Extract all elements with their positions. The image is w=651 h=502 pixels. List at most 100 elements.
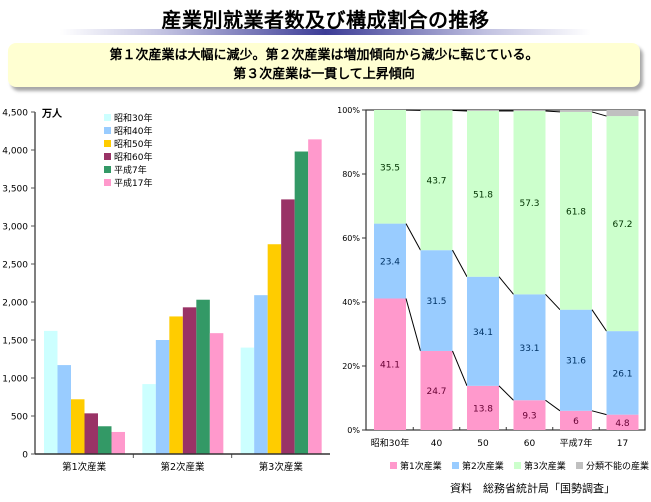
y-tick-label: 2,000 bbox=[2, 299, 28, 309]
bar-昭和30年-第2次産業 bbox=[142, 384, 156, 454]
y-tick-label: 4,000 bbox=[2, 147, 28, 157]
plot-frame bbox=[365, 109, 646, 431]
y-axis-unit-label: 万人 bbox=[41, 107, 63, 120]
bar-昭和30年-第1次産業 bbox=[44, 330, 58, 454]
data-label: 31.5 bbox=[426, 297, 446, 307]
legend-label: 昭和40年 bbox=[114, 125, 152, 137]
legend-label: 昭和60年 bbox=[114, 151, 152, 163]
data-label: 23.4 bbox=[380, 258, 400, 268]
y-tick-label: 80% bbox=[342, 170, 360, 179]
y-tick-label: 0 bbox=[22, 451, 28, 461]
y-tick-label: 40% bbox=[342, 298, 360, 307]
series-connector-line bbox=[405, 298, 421, 352]
bar-平成7年-第2次産業 bbox=[196, 299, 210, 454]
segment-第2次産業-17 bbox=[606, 331, 639, 415]
bar-昭和60年-第1次産業 bbox=[84, 413, 98, 454]
data-label: 43.7 bbox=[426, 177, 446, 187]
y-tick-label: 500 bbox=[11, 413, 28, 423]
segment-分類不能の産業-平成7年 bbox=[560, 110, 592, 112]
series-connector-line bbox=[591, 309, 607, 332]
source-note: 資料 総務省統計局「国勢調査」 bbox=[450, 482, 615, 495]
bar-昭和50年-第3次産業 bbox=[267, 244, 282, 454]
data-label: 51.8 bbox=[473, 190, 493, 200]
segment-第1次産業-40 bbox=[420, 350, 453, 430]
legend-label: 分類不能の産業 bbox=[586, 460, 649, 472]
data-label: 13.8 bbox=[473, 404, 493, 414]
series-connector-line bbox=[498, 385, 514, 401]
y-tick-label: 4,500 bbox=[2, 109, 28, 119]
segment-第3次産業-平成7年 bbox=[560, 111, 592, 310]
data-label: 4.8 bbox=[615, 419, 630, 429]
legend-swatch bbox=[104, 127, 111, 134]
series-connector-line bbox=[452, 350, 468, 387]
data-label: 26.1 bbox=[612, 369, 632, 379]
segment-分類不能の産業-17 bbox=[606, 110, 639, 117]
segment-第1次産業-平成7年 bbox=[560, 410, 592, 430]
segment-第2次産業-昭和30年 bbox=[374, 223, 406, 299]
series-connector-line bbox=[591, 111, 607, 117]
series-connector-line bbox=[452, 109, 468, 112]
legend-label: 第1次産業 bbox=[400, 460, 442, 472]
data-label: 31.6 bbox=[566, 357, 586, 367]
y-tick-label: 100% bbox=[337, 106, 360, 115]
bar-平成7年-第3次産業 bbox=[294, 151, 309, 454]
bar-平成17年-第3次産業 bbox=[308, 139, 322, 455]
bar-昭和50年-第1次産業 bbox=[71, 399, 85, 454]
series-connector-line bbox=[545, 399, 561, 412]
x-category-label: 第3次産業 bbox=[259, 461, 304, 473]
segment-分類不能の産業-60 bbox=[513, 110, 546, 111]
y-tick-label: 3,000 bbox=[2, 223, 28, 233]
legend-label: 第3次産業 bbox=[524, 460, 566, 472]
page-title: 産業別就業者数及び構成割合の推移 bbox=[161, 8, 490, 32]
series-connector-line bbox=[545, 110, 561, 113]
data-label: 33.1 bbox=[519, 344, 539, 354]
segment-第2次産業-50 bbox=[467, 276, 499, 386]
segment-第3次産業-昭和30年 bbox=[374, 110, 406, 224]
bar-平成17年-第2次産業 bbox=[209, 333, 224, 454]
data-label: 67.2 bbox=[612, 220, 632, 230]
y-tick-label: 2,500 bbox=[2, 261, 28, 271]
y-tick-label: 60% bbox=[342, 234, 360, 243]
bar-平成17年-第1次産業 bbox=[111, 431, 125, 454]
banner-line-1: 第１次産業は大幅に減少。第２次産業は増加傾向から減少に転じている。 bbox=[109, 48, 539, 63]
series-connector-line bbox=[591, 410, 607, 416]
y-tick-label: 0% bbox=[347, 426, 360, 435]
legend-swatch bbox=[452, 462, 459, 469]
data-label: 57.3 bbox=[519, 199, 539, 209]
bar-昭和40年-第2次産業 bbox=[155, 340, 170, 454]
y-tick-label: 3,500 bbox=[2, 185, 28, 195]
y-tick-label: 1,000 bbox=[2, 375, 28, 385]
legend-swatch bbox=[576, 462, 583, 469]
segment-第1次産業-17 bbox=[606, 414, 639, 430]
y-tick-label: 20% bbox=[342, 362, 360, 371]
legend-label: 第2次産業 bbox=[462, 460, 504, 472]
bar-平成7年-第1次産業 bbox=[98, 426, 112, 454]
x-category-label: 17 bbox=[617, 439, 628, 449]
bar-昭和60年-第3次産業 bbox=[281, 199, 295, 454]
series-connector-line bbox=[545, 293, 561, 311]
bar-昭和60年-第2次産業 bbox=[182, 307, 197, 454]
legend-swatch bbox=[104, 179, 111, 186]
legend-swatch bbox=[104, 114, 111, 121]
series-connector-line bbox=[498, 276, 514, 295]
data-label: 61.8 bbox=[566, 207, 586, 217]
x-category-label: 50 bbox=[477, 439, 489, 449]
title-underline bbox=[60, 29, 591, 35]
legend-swatch bbox=[104, 166, 111, 173]
x-category-label: 40 bbox=[431, 439, 443, 449]
x-category-label: 第1次産業 bbox=[62, 461, 107, 473]
segment-第2次産業-40 bbox=[420, 250, 453, 351]
composition-stacked-chart: 0% 20% 40% 60% 80% 100% 41.1 23.4 35.5 昭和30年 24.7 3… bbox=[337, 106, 649, 472]
segment-第1次産業-60 bbox=[513, 400, 546, 430]
x-category-label: 昭和30年 bbox=[371, 437, 409, 449]
legend-label: 昭和30年 bbox=[114, 112, 152, 124]
x-category-label: 第2次産業 bbox=[160, 461, 205, 473]
data-label: 24.7 bbox=[426, 387, 446, 397]
data-label: 34.1 bbox=[473, 328, 493, 338]
employment-bar-chart: 0 500 1,000 1,500 2,000 2,500 3,000 3,500 4,000 4… bbox=[2, 107, 330, 473]
segment-第2次産業-60 bbox=[513, 294, 546, 401]
segment-第3次産業-50 bbox=[467, 110, 499, 277]
data-label: 9.3 bbox=[522, 412, 536, 422]
segment-第2次産業-平成7年 bbox=[560, 309, 592, 411]
segment-分類不能の産業-50 bbox=[467, 110, 499, 111]
